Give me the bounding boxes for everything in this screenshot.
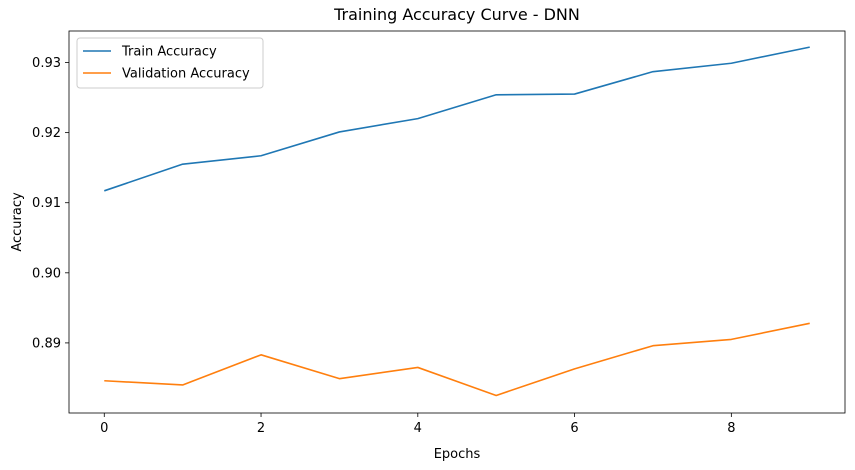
legend: Train Accuracy Validation Accuracy: [76, 37, 264, 89]
x-axis: 0 2 4 6 8: [100, 413, 735, 436]
legend-label: Train Accuracy: [121, 45, 217, 60]
x-tick-label: 0: [100, 421, 108, 436]
x-tick-label: 2: [257, 421, 265, 436]
plot-area: [68, 30, 846, 414]
chart-title: Training Accuracy Curve - DNN: [333, 5, 580, 24]
y-axis: 0.89 0.90 0.91 0.92 0.93: [32, 56, 69, 351]
series-line-1: [104, 322, 810, 397]
legend-box: [76, 37, 264, 89]
series-lines: [104, 46, 810, 397]
y-tick-label: 0.92: [32, 126, 61, 141]
y-tick-label: 0.89: [32, 336, 61, 351]
x-tick-label: 6: [570, 421, 578, 436]
x-tick-label: 4: [414, 421, 422, 436]
series-line-0: [104, 46, 810, 192]
y-tick-label: 0.91: [32, 196, 61, 211]
y-tick-label: 0.93: [32, 56, 61, 71]
y-axis-label: Accuracy: [10, 192, 25, 252]
legend-label: Validation Accuracy: [122, 67, 250, 82]
x-tick-label: 8: [727, 421, 735, 436]
y-tick-label: 0.90: [32, 266, 61, 281]
x-axis-label: Epochs: [434, 447, 481, 462]
